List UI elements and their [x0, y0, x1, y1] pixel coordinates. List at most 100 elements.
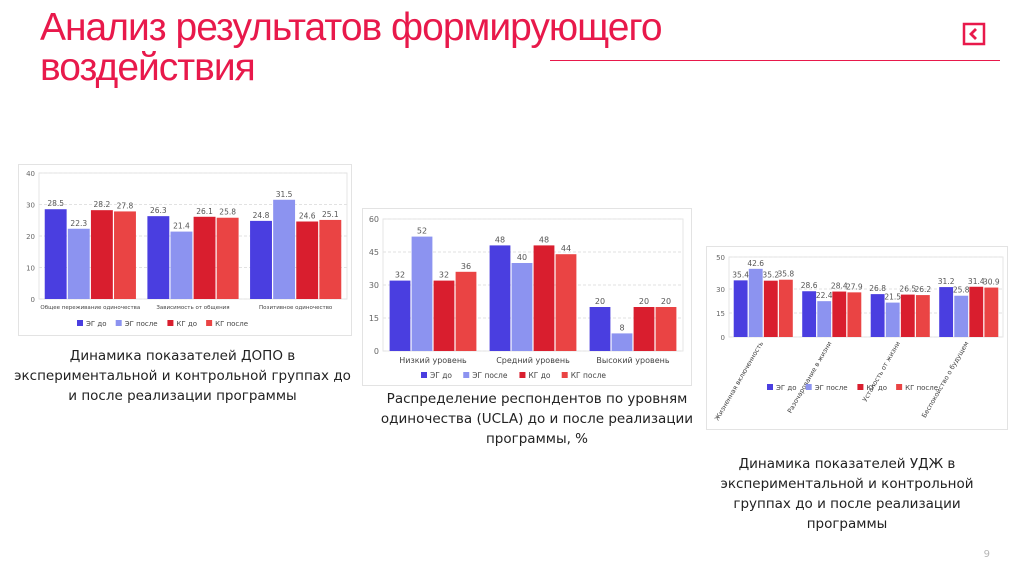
legend-swatch: [857, 384, 864, 390]
bar-value-label: 28.2: [94, 200, 111, 209]
bar: [633, 307, 655, 351]
bar: [847, 292, 862, 337]
bar-value-label: 20: [661, 297, 671, 306]
bar-value-label: 26.3: [150, 206, 167, 215]
category-label: Средний уровень: [496, 356, 570, 365]
bar: [455, 271, 477, 351]
legend-swatch: [77, 320, 83, 326]
bar-value-label: 22.4: [816, 291, 833, 300]
bar-value-label: 28.5: [47, 199, 64, 208]
bar: [411, 236, 433, 351]
legend-label: ЭГ до: [86, 320, 107, 328]
page-number: 9: [983, 549, 990, 560]
bar: [44, 209, 67, 299]
bar: [489, 245, 511, 351]
category-label: Усталость от жизни: [861, 340, 902, 403]
bar: [763, 280, 778, 337]
bar: [250, 220, 272, 299]
legend-label: ЭГ после: [815, 384, 848, 392]
chart-caption-ucla: Распределение респондентов по уровням од…: [380, 391, 694, 447]
bar-value-label: 24.6: [299, 212, 316, 221]
bar: [611, 333, 633, 351]
category-label: Разочарование в жизни: [786, 340, 834, 415]
bar-value-label: 8: [619, 323, 624, 332]
bar-value-label: 25.8: [219, 208, 236, 217]
bar: [939, 287, 954, 337]
bar-value-label: 25.8: [953, 286, 970, 295]
bar-value-label: 25.1: [322, 210, 339, 219]
bar: [655, 307, 677, 351]
bar-value-label: 28.4: [831, 282, 848, 291]
bar: [296, 221, 319, 299]
bar-value-label: 31.5: [276, 190, 293, 199]
category-label: Зависимость от общения: [156, 305, 229, 311]
chart-caption-udzh: Динамика показателей УДЖ в экспериментал…: [720, 456, 974, 532]
bar: [433, 280, 455, 351]
legend-swatch: [463, 372, 470, 378]
bar-value-label: 32: [439, 271, 449, 280]
bar: [216, 217, 239, 299]
chart-dopo: 0 10 20 30 40 28.5 22.3 28.2 27.8 Общее переживан…: [26, 170, 348, 328]
y-tick-label: 20: [26, 233, 35, 241]
bar-value-label: 26.2: [915, 285, 932, 294]
legend-label: ЭГ после: [125, 320, 158, 328]
bar-value-label: 27.8: [117, 201, 134, 210]
bar: [67, 228, 90, 299]
legend-swatch: [805, 384, 812, 390]
back-arrow-icon[interactable]: [962, 22, 986, 46]
bar-value-label: 40: [517, 253, 527, 262]
bar: [969, 286, 984, 337]
bar: [817, 301, 832, 337]
bar-value-label: 22.3: [70, 219, 87, 228]
bar: [319, 219, 342, 299]
bar-value-label: 48: [495, 235, 505, 244]
chart-panel-udzh: 0 15 30 50 35.4 42.6 35.2 35.8 Жизненная включен…: [706, 246, 1008, 430]
legend-label: КГ до: [176, 320, 197, 328]
bar: [389, 280, 411, 351]
bar-value-label: 35.2: [762, 271, 779, 280]
y-tick-label: 30: [369, 281, 379, 290]
bar-value-label: 44: [561, 244, 571, 253]
bar-value-label: 24.8: [253, 211, 270, 220]
bar: [984, 287, 999, 337]
bar: [870, 294, 885, 337]
bar-value-label: 26.5: [899, 285, 916, 294]
bar: [802, 291, 817, 337]
category-label: Позитивное одиночество: [259, 305, 333, 311]
legend-swatch: [206, 320, 213, 326]
bar: [170, 231, 193, 299]
bar: [273, 199, 296, 299]
chart-caption-dopo: Динамика показателей ДОПО в эксперимента…: [14, 348, 351, 404]
y-tick-label: 0: [374, 347, 379, 356]
bar: [885, 302, 900, 337]
y-tick-label: 30: [26, 202, 35, 210]
legend-swatch: [167, 320, 174, 326]
legend-label: ЭГ до: [776, 384, 797, 392]
chart-udzh: 0 15 30 50 35.4 42.6 35.235.8 Жизненная включен…: [713, 254, 1004, 422]
y-tick-label: 45: [369, 248, 379, 257]
bar: [555, 254, 577, 351]
slide-title: Анализ результатов формирующего воздейст…: [40, 6, 663, 89]
legend-label: КГ после: [905, 384, 938, 392]
bar: [533, 245, 555, 351]
bar-value-label: 27.9: [846, 282, 863, 291]
bar-value-label: 35.8: [778, 270, 795, 279]
category-label: Общее переживание одиночества: [40, 305, 140, 311]
bar: [114, 211, 136, 299]
bar-value-label: 26.8: [869, 284, 886, 293]
bar: [832, 291, 847, 337]
y-tick-label: 0: [721, 334, 725, 342]
chart-panel-ucla: 0 15 30 45 60 32 52 32 36 Низкий уровень 48 40 48 44 С…: [362, 208, 692, 386]
bar: [90, 210, 113, 299]
bar: [511, 263, 533, 351]
bar-value-label: 42.6: [747, 259, 764, 268]
legend-swatch: [115, 320, 122, 326]
bar: [748, 268, 763, 337]
y-tick-label: 15: [369, 314, 379, 323]
y-tick-label: 60: [369, 215, 379, 224]
bar-value-label: 26.1: [196, 207, 213, 216]
title-underline: [550, 60, 1000, 61]
y-tick-label: 15: [716, 310, 725, 318]
y-tick-label: 40: [26, 170, 35, 178]
bar-value-label: 36: [461, 262, 471, 271]
